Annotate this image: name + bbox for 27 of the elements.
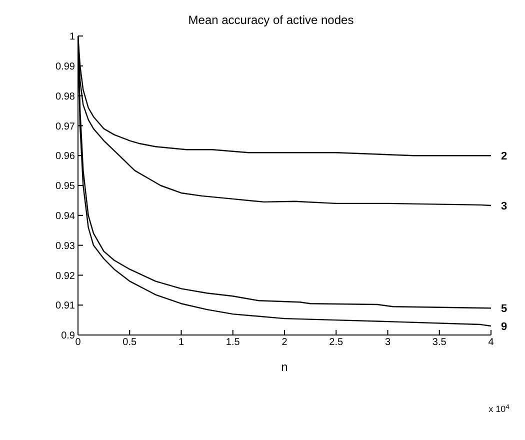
x-tick-label: 1 xyxy=(178,337,184,348)
y-tick-label: 0.97 xyxy=(56,121,76,132)
y-tick-label: 1 xyxy=(69,32,76,43)
y-tick-label: 0.96 xyxy=(56,151,76,162)
y-tick-label: 0.9 xyxy=(61,330,76,342)
y-tick-label: 0.95 xyxy=(56,181,76,192)
x-tick-label: 4 xyxy=(488,337,494,348)
x-tick-label: 0.5 xyxy=(122,337,138,348)
y-tick-label: 0.99 xyxy=(56,61,76,72)
y-tick-label: 0.91 xyxy=(56,300,76,312)
text: x 10$^{4}$ xyxy=(488,404,510,414)
series-label: 9 xyxy=(501,321,508,334)
series-label: 2 xyxy=(501,150,508,163)
x-tick-label: 2.5 xyxy=(329,337,344,348)
y-tick-label: 0.98 xyxy=(56,91,76,102)
series-label: 3 xyxy=(501,200,508,213)
x-tick-label: 1.5 xyxy=(226,337,240,348)
x-axis-title: n xyxy=(281,360,288,374)
x-tick-label: 2 xyxy=(282,337,288,348)
x-tick-label: 3.5 xyxy=(432,337,447,348)
chart-title: Mean accuracy of active nodes xyxy=(188,13,354,27)
x-tick-label: 3 xyxy=(384,337,391,348)
y-tick-label: 0.94 xyxy=(56,210,76,222)
series-label: 5 xyxy=(501,303,508,316)
y-tick-label: 0.92 xyxy=(56,270,76,282)
y-tick-label: 0.93 xyxy=(56,240,76,252)
x-tick-label: 0 xyxy=(75,337,82,348)
